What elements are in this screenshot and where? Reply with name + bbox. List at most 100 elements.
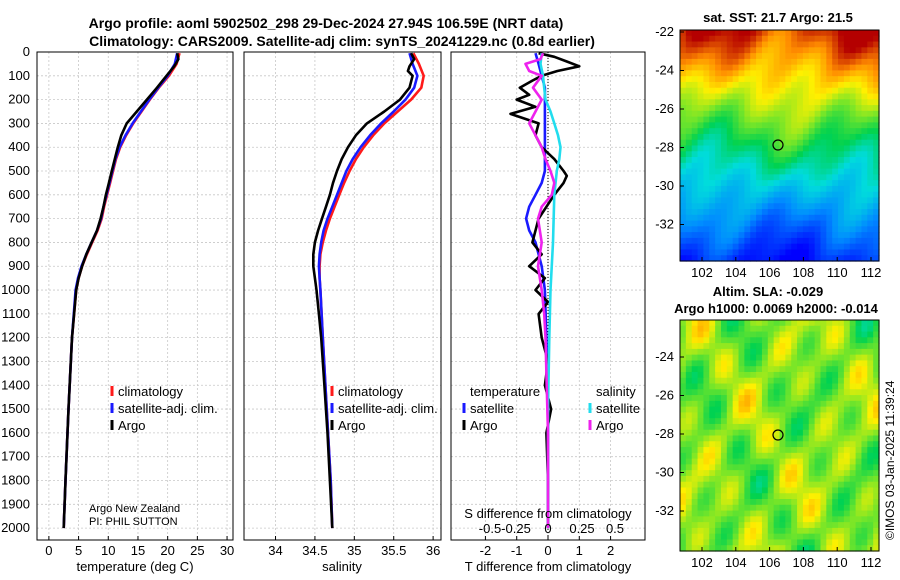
map-cell xyxy=(697,191,705,199)
map-cell xyxy=(855,522,863,529)
map-y-tick-label: -32 xyxy=(655,217,674,232)
map-cell xyxy=(732,191,740,199)
map-cell xyxy=(756,395,763,402)
map-cell xyxy=(791,337,798,344)
map-cell xyxy=(703,168,710,175)
map-cell xyxy=(750,383,757,390)
map-cell xyxy=(767,371,775,379)
map-cell xyxy=(715,429,722,437)
map-cell xyxy=(773,81,781,89)
map-cell xyxy=(826,185,833,193)
map-cell xyxy=(867,383,874,390)
map-cell xyxy=(703,110,710,118)
map-cell xyxy=(703,516,710,523)
map-cell xyxy=(779,522,786,529)
map-cell xyxy=(761,157,769,164)
map-cell xyxy=(791,203,798,210)
map-cell xyxy=(744,249,751,256)
map-cell xyxy=(761,337,769,344)
map-cell xyxy=(843,423,851,431)
depth-tick-label: 700 xyxy=(8,211,30,226)
map-cell xyxy=(814,325,822,333)
map-cell xyxy=(832,464,839,471)
map-cell xyxy=(720,325,728,333)
map-cell xyxy=(820,395,827,402)
map-cell xyxy=(785,522,792,529)
map-cell xyxy=(744,337,751,344)
map-cell xyxy=(750,429,757,437)
map-cell xyxy=(797,237,804,245)
map-cell xyxy=(855,429,863,437)
map-cell xyxy=(756,47,763,54)
map-cell xyxy=(756,237,763,245)
map-cell xyxy=(843,360,851,367)
map-cell xyxy=(808,214,816,222)
legend-s-argo-label: Argo xyxy=(596,418,623,433)
map-cell xyxy=(726,58,734,66)
map-cell xyxy=(820,105,827,112)
depth-tick-label: 100 xyxy=(8,68,30,83)
map-cell xyxy=(773,395,781,402)
map-cell xyxy=(785,232,792,239)
map-cell xyxy=(703,185,710,193)
map-cell xyxy=(826,99,833,106)
map-cell xyxy=(680,499,687,506)
map-cell xyxy=(715,360,722,367)
map-cell xyxy=(691,331,699,338)
map-cell xyxy=(838,395,845,402)
map-cell xyxy=(767,243,775,251)
map-cell xyxy=(685,481,693,489)
map-cell xyxy=(779,168,786,175)
map-cell xyxy=(779,360,786,367)
map-cell xyxy=(773,527,781,535)
map-cell xyxy=(867,481,874,489)
map-cell xyxy=(685,249,693,256)
map-cell xyxy=(849,226,857,233)
map-cell xyxy=(709,516,716,523)
map-cell xyxy=(867,348,874,356)
map-y-tick-label: -26 xyxy=(655,101,674,116)
map-cell xyxy=(738,145,745,152)
map-cell xyxy=(761,105,769,112)
series-line xyxy=(317,52,419,529)
map-cell xyxy=(680,197,687,204)
map-cell xyxy=(832,105,839,112)
map-cell xyxy=(832,93,839,100)
map-cell xyxy=(750,389,757,396)
map-cell xyxy=(732,128,740,135)
map-cell xyxy=(720,527,728,535)
map-cell xyxy=(680,510,687,517)
map-cell xyxy=(680,76,687,83)
map-cell xyxy=(738,348,745,356)
map-cell xyxy=(826,110,833,118)
map-cell xyxy=(732,226,740,233)
map-cell xyxy=(861,191,868,199)
map-cell xyxy=(685,243,693,251)
map-cell xyxy=(732,447,740,454)
map-cell xyxy=(720,232,728,239)
map-cell xyxy=(685,412,693,419)
map-cell xyxy=(814,174,822,181)
float-operator: Argo New Zealand xyxy=(89,503,180,515)
map-cell xyxy=(750,151,757,158)
map-cell xyxy=(838,423,845,431)
map-cell xyxy=(797,99,804,106)
map-cell xyxy=(873,35,880,43)
map-cell xyxy=(756,343,763,350)
map-cell xyxy=(849,105,857,112)
map-cell xyxy=(802,58,810,66)
map-cell xyxy=(838,412,845,419)
map-cell xyxy=(726,214,734,222)
map-cell xyxy=(808,105,816,112)
map-cell xyxy=(838,499,845,506)
map-cell xyxy=(697,209,705,216)
map-cell xyxy=(720,354,728,362)
map-cell xyxy=(861,110,868,118)
map-cell xyxy=(703,470,710,477)
map-cell xyxy=(715,522,722,529)
map-cell xyxy=(715,337,722,344)
map-cell xyxy=(697,533,705,541)
map-cell xyxy=(732,487,740,494)
map-cell xyxy=(855,510,863,517)
